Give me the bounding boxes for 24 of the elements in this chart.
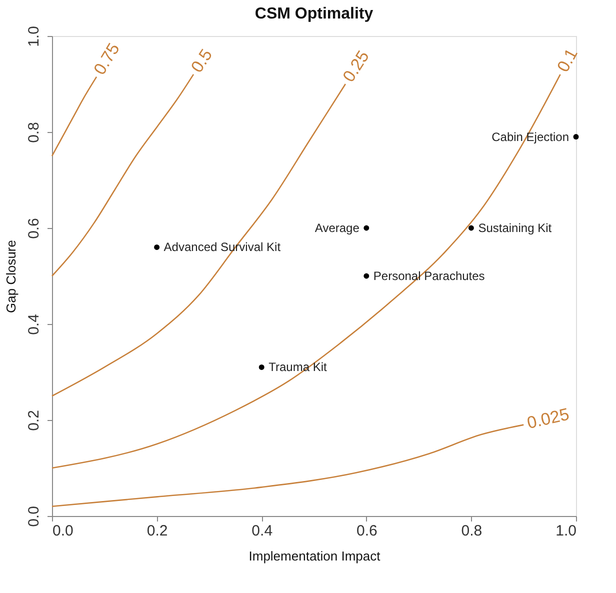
y-axis-title: Gap Closure: [4, 240, 18, 313]
text: 0.1: [553, 45, 582, 76]
y-tick-label: 0.6: [26, 218, 42, 239]
chart-title: CSM Optimality: [254, 6, 374, 23]
line-series: [51, 424, 524, 508]
annotation: Personal Parachutes: [373, 269, 485, 283]
x-tick-label: 0.6: [356, 522, 378, 540]
y-tick-label: 1.0: [26, 26, 42, 47]
y-tick-label: 0.4: [26, 314, 42, 335]
y-tick-label: 0.2: [26, 410, 42, 431]
annotation: Cabin Ejection: [492, 130, 569, 144]
y-tick-label: 0.8: [26, 122, 42, 143]
x-tick-label: 0.0: [52, 522, 74, 540]
x-tick-label: 0.8: [461, 522, 482, 540]
x-tick-label: 1.0: [556, 522, 576, 540]
line-series: [51, 76, 98, 157]
x-tick-label: 0.4: [252, 522, 273, 540]
x-axis-title: Implementation Impact: [248, 548, 381, 564]
text: 0.5: [187, 46, 216, 76]
x-tick-label: 0.2: [146, 522, 168, 540]
text: 0.025: [525, 404, 571, 433]
annotation: Average: [314, 221, 360, 235]
annotation: Trauma Kit: [268, 360, 328, 374]
annotation: Sustaining Kit: [478, 221, 552, 235]
